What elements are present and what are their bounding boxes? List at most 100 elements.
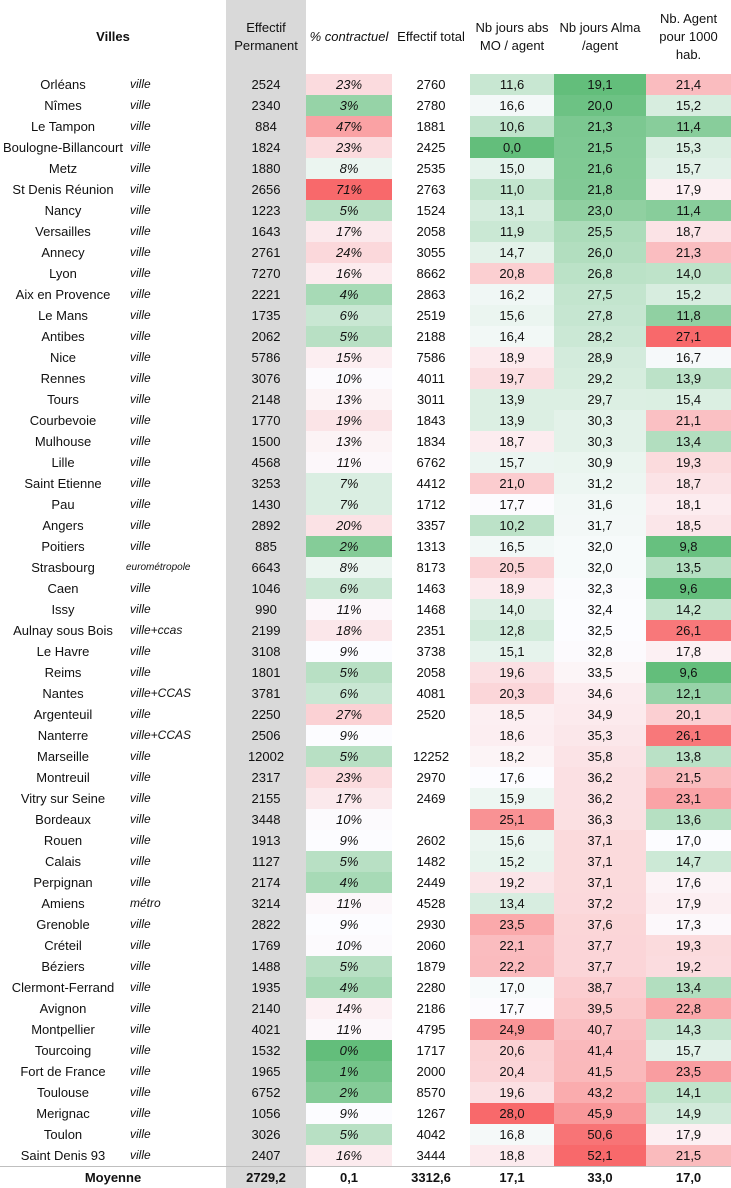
cell-ville: Amiens xyxy=(0,893,126,914)
cell-type: ville xyxy=(126,347,226,368)
cell-ville: Reims xyxy=(0,662,126,683)
cell-effectif-permanent: 2062 xyxy=(226,326,306,347)
cell-ville: Calais xyxy=(0,851,126,872)
cell-effectif-permanent: 3076 xyxy=(226,368,306,389)
cell-effectif-total: 1717 xyxy=(392,1040,470,1061)
cell-agents-1000: 15,7 xyxy=(646,1040,731,1061)
cell-type: ville xyxy=(126,1145,226,1167)
cell-pct-contractuel: 19% xyxy=(306,410,392,431)
header-pct-contractuel: % contractuel xyxy=(306,0,392,74)
cell-alma: 29,7 xyxy=(554,389,646,410)
cell-effectif-permanent: 1056 xyxy=(226,1103,306,1124)
cell-abs-mo: 16,6 xyxy=(470,95,554,116)
cell-agents-1000: 14,9 xyxy=(646,1103,731,1124)
cell-agents-1000: 22,8 xyxy=(646,998,731,1019)
cell-pct-contractuel: 13% xyxy=(306,431,392,452)
cell-agents-1000: 19,3 xyxy=(646,452,731,473)
cell-type: ville xyxy=(126,473,226,494)
cell-effectif-permanent: 1801 xyxy=(226,662,306,683)
cell-abs-mo: 15,7 xyxy=(470,452,554,473)
cell-agents-1000: 17,9 xyxy=(646,1124,731,1145)
cell-pct-contractuel: 7% xyxy=(306,494,392,515)
cell-alma: 29,2 xyxy=(554,368,646,389)
cell-agents-1000: 17,9 xyxy=(646,893,731,914)
cell-alma: 26,0 xyxy=(554,242,646,263)
cell-effectif-permanent: 1532 xyxy=(226,1040,306,1061)
cell-agents-1000: 26,1 xyxy=(646,725,731,746)
average-effectif-permanent: 2729,2 xyxy=(226,1167,306,1188)
cell-type: ville xyxy=(126,515,226,536)
cell-type: métro xyxy=(126,893,226,914)
cell-type: ville xyxy=(126,1061,226,1082)
cell-pct-contractuel: 5% xyxy=(306,200,392,221)
cell-effectif-permanent: 1430 xyxy=(226,494,306,515)
cell-type: ville xyxy=(126,179,226,200)
cell-ville: Le Tampon xyxy=(0,116,126,137)
cell-agents-1000: 17,0 xyxy=(646,830,731,851)
cell-ville: Aix en Provence xyxy=(0,284,126,305)
cell-agents-1000: 14,2 xyxy=(646,599,731,620)
cell-type: ville xyxy=(126,872,226,893)
cell-effectif-permanent: 6643 xyxy=(226,557,306,578)
average-effectif-total: 3312,6 xyxy=(392,1167,470,1188)
cell-agents-1000: 21,1 xyxy=(646,410,731,431)
cell-alma: 28,9 xyxy=(554,347,646,368)
cell-effectif-total: 2519 xyxy=(392,305,470,326)
cell-effectif-total: 1881 xyxy=(392,116,470,137)
cell-agents-1000: 21,3 xyxy=(646,242,731,263)
cell-alma: 21,8 xyxy=(554,179,646,200)
cell-effectif-permanent: 1913 xyxy=(226,830,306,851)
cell-effectif-permanent: 1488 xyxy=(226,956,306,977)
cell-effectif-permanent: 1223 xyxy=(226,200,306,221)
cell-type: ville xyxy=(126,704,226,725)
cell-ville: Aulnay sous Bois xyxy=(0,620,126,641)
cell-type: ville+ccas xyxy=(126,620,226,641)
cell-abs-mo: 11,9 xyxy=(470,221,554,242)
average-alma: 33,0 xyxy=(554,1167,646,1188)
cell-effectif-total: 2188 xyxy=(392,326,470,347)
cell-abs-mo: 25,1 xyxy=(470,809,554,830)
cell-effectif-permanent: 2148 xyxy=(226,389,306,410)
cell-agents-1000: 13,5 xyxy=(646,557,731,578)
cell-pct-contractuel: 9% xyxy=(306,914,392,935)
cell-effectif-permanent: 1046 xyxy=(226,578,306,599)
cell-effectif-total: 8570 xyxy=(392,1082,470,1103)
cell-agents-1000: 11,4 xyxy=(646,200,731,221)
cell-ville: Créteil xyxy=(0,935,126,956)
cell-alma: 41,5 xyxy=(554,1061,646,1082)
cell-effectif-permanent: 3214 xyxy=(226,893,306,914)
cell-effectif-total: 1834 xyxy=(392,431,470,452)
cell-effectif-total: 1524 xyxy=(392,200,470,221)
cell-effectif-permanent: 2199 xyxy=(226,620,306,641)
cell-agents-1000: 23,5 xyxy=(646,1061,731,1082)
cell-ville: Marseille xyxy=(0,746,126,767)
cell-pct-contractuel: 71% xyxy=(306,179,392,200)
cell-effectif-total: 2469 xyxy=(392,788,470,809)
cell-ville: Nantes xyxy=(0,683,126,704)
cell-effectif-permanent: 3448 xyxy=(226,809,306,830)
cell-type: ville xyxy=(126,578,226,599)
cell-agents-1000: 21,5 xyxy=(646,767,731,788)
cell-type: ville xyxy=(126,1040,226,1061)
cell-pct-contractuel: 47% xyxy=(306,116,392,137)
cell-abs-mo: 17,7 xyxy=(470,998,554,1019)
cell-abs-mo: 20,8 xyxy=(470,263,554,284)
cell-type: ville xyxy=(126,1124,226,1145)
cell-effectif-permanent: 2340 xyxy=(226,95,306,116)
cell-agents-1000: 13,9 xyxy=(646,368,731,389)
cell-abs-mo: 14,7 xyxy=(470,242,554,263)
cell-effectif-total: 4412 xyxy=(392,473,470,494)
cell-effectif-permanent: 4568 xyxy=(226,452,306,473)
cell-alma: 37,1 xyxy=(554,872,646,893)
